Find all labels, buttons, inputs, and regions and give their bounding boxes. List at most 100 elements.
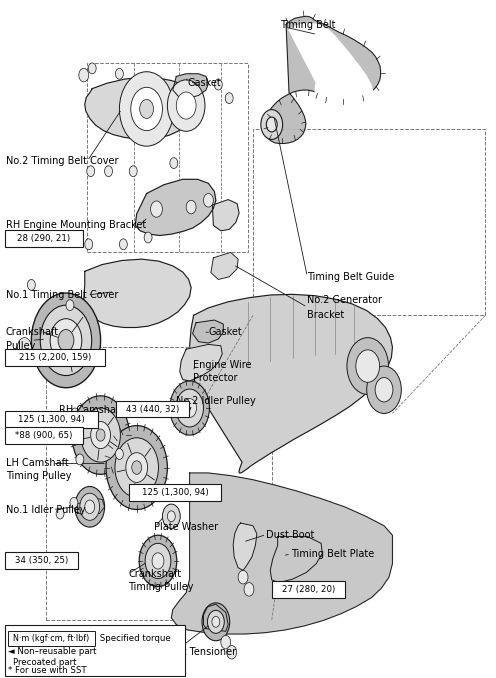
Circle shape: [132, 461, 142, 475]
Circle shape: [151, 201, 162, 217]
Text: No.1 Idler Pulley: No.1 Idler Pulley: [5, 504, 85, 515]
Text: No.1 Timing Belt Cover: No.1 Timing Belt Cover: [5, 290, 118, 300]
Text: 28 (290, 21): 28 (290, 21): [17, 234, 70, 243]
Text: Crankshaft: Crankshaft: [5, 327, 59, 337]
FancyBboxPatch shape: [5, 552, 78, 569]
Circle shape: [261, 110, 283, 140]
Circle shape: [367, 366, 401, 414]
Circle shape: [56, 508, 64, 519]
Polygon shape: [77, 498, 105, 513]
Polygon shape: [264, 16, 380, 144]
Circle shape: [356, 350, 379, 382]
Circle shape: [116, 68, 124, 79]
Polygon shape: [289, 24, 373, 120]
Circle shape: [266, 117, 277, 132]
Circle shape: [76, 454, 84, 465]
Text: Timing Pulley: Timing Pulley: [5, 471, 71, 481]
FancyBboxPatch shape: [5, 412, 98, 428]
FancyBboxPatch shape: [129, 484, 221, 501]
Circle shape: [79, 68, 89, 82]
Circle shape: [144, 232, 152, 243]
Polygon shape: [135, 179, 216, 235]
Text: Protector: Protector: [192, 373, 237, 382]
Text: * For use with SST: * For use with SST: [8, 666, 87, 675]
Circle shape: [115, 438, 159, 498]
Circle shape: [120, 239, 127, 250]
Circle shape: [238, 570, 248, 584]
Circle shape: [116, 449, 124, 460]
Circle shape: [170, 158, 178, 169]
Text: 125 (1,300, 94): 125 (1,300, 94): [18, 416, 85, 424]
Text: 27 (280, 20): 27 (280, 20): [282, 585, 335, 594]
Circle shape: [176, 92, 196, 119]
Circle shape: [105, 166, 113, 176]
Circle shape: [375, 378, 393, 402]
Circle shape: [207, 610, 224, 633]
Circle shape: [120, 72, 174, 146]
Text: 215 (2,200, 159): 215 (2,200, 159): [19, 353, 91, 362]
Text: 125 (1,300, 94): 125 (1,300, 94): [142, 487, 208, 497]
Circle shape: [81, 408, 121, 462]
Circle shape: [221, 635, 231, 649]
FancyBboxPatch shape: [7, 631, 95, 645]
Circle shape: [131, 87, 162, 131]
Polygon shape: [212, 199, 239, 231]
Text: Dust Boot: Dust Boot: [266, 530, 314, 540]
Circle shape: [183, 399, 196, 418]
Text: No.2 Timing Belt Cover: No.2 Timing Belt Cover: [5, 156, 118, 166]
Circle shape: [75, 487, 105, 527]
Text: Timing Belt: Timing Belt: [280, 20, 335, 30]
Polygon shape: [180, 344, 222, 381]
Polygon shape: [173, 74, 208, 98]
Circle shape: [91, 422, 111, 449]
Circle shape: [186, 200, 196, 214]
Circle shape: [203, 193, 213, 207]
Circle shape: [44, 414, 52, 424]
Text: Timing Belt Tensioner: Timing Belt Tensioner: [131, 647, 236, 656]
Circle shape: [225, 93, 233, 104]
Text: No.2 Generator: No.2 Generator: [308, 295, 382, 304]
FancyBboxPatch shape: [4, 624, 185, 676]
Text: Timing Belt Plate: Timing Belt Plate: [291, 549, 374, 559]
Text: Precoated part: Precoated part: [13, 658, 76, 667]
Circle shape: [96, 429, 105, 441]
Circle shape: [167, 511, 175, 521]
Circle shape: [85, 239, 93, 250]
Circle shape: [244, 582, 254, 596]
Text: Engine Wire: Engine Wire: [192, 360, 251, 370]
Circle shape: [66, 300, 74, 311]
Text: 43 (440, 32): 43 (440, 32): [126, 405, 180, 414]
Polygon shape: [203, 604, 228, 631]
Polygon shape: [211, 252, 238, 279]
Circle shape: [106, 426, 167, 509]
Circle shape: [85, 500, 95, 513]
Text: Bracket: Bracket: [308, 310, 345, 319]
Circle shape: [202, 603, 230, 641]
Circle shape: [126, 453, 148, 483]
Text: Specified torque: Specified torque: [97, 633, 171, 643]
Text: Pulley: Pulley: [5, 341, 35, 351]
Polygon shape: [189, 294, 392, 473]
Text: RH Engine Mounting Bracket: RH Engine Mounting Bracket: [5, 220, 146, 231]
Polygon shape: [171, 473, 392, 634]
Circle shape: [347, 338, 388, 395]
Circle shape: [152, 553, 164, 569]
Circle shape: [87, 166, 95, 176]
Text: ◄ Non–reusable part: ◄ Non–reusable part: [8, 647, 97, 656]
Text: RH Camshaft Timing Pulley: RH Camshaft Timing Pulley: [59, 405, 192, 415]
Circle shape: [58, 330, 74, 351]
Text: LH Camshaft: LH Camshaft: [5, 458, 68, 468]
Circle shape: [70, 498, 78, 508]
Circle shape: [145, 543, 171, 578]
Polygon shape: [270, 536, 322, 582]
Circle shape: [71, 408, 79, 419]
Circle shape: [59, 420, 71, 437]
FancyBboxPatch shape: [5, 427, 83, 444]
Text: 34 (350, 25): 34 (350, 25): [15, 556, 68, 565]
Circle shape: [167, 80, 205, 132]
Circle shape: [139, 535, 177, 586]
Circle shape: [88, 63, 96, 74]
Circle shape: [170, 381, 209, 435]
Text: Timing Belt Guide: Timing Belt Guide: [308, 272, 395, 282]
Circle shape: [227, 645, 237, 659]
